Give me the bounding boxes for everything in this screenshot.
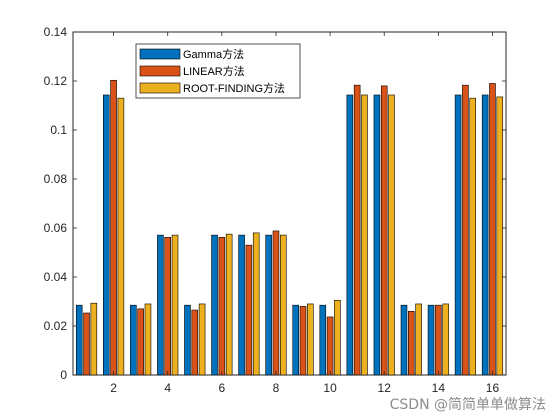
x-tick-label: 6 [219, 381, 226, 395]
bar-1-4 [157, 234, 164, 376]
legend-swatch-gamma [139, 48, 181, 60]
bar-2-9 [299, 306, 307, 376]
x-tick-label: 14 [432, 381, 446, 395]
bar-2-11 [353, 84, 361, 376]
legend-label-linear: LINEAR方法 [183, 64, 245, 78]
legend-swatch-root-finding [139, 82, 181, 94]
bar-3-4 [171, 234, 179, 376]
bar-2-13 [407, 310, 415, 376]
bar-3-10 [334, 299, 341, 376]
bar-2-1 [83, 312, 90, 376]
y-tick-label: 0.12 [44, 74, 68, 88]
x-tick-label: 16 [486, 381, 500, 395]
legend-swatch-linear [139, 65, 181, 77]
bar-1-3 [130, 304, 137, 376]
x-tick-label: 12 [378, 381, 392, 395]
bar-2-14 [435, 304, 442, 376]
bar-2-8 [272, 230, 280, 376]
bar-1-14 [427, 304, 435, 376]
y-axis: 0 0.02 0.04 0.06 0.08 0.1 0.12 0.14 [44, 25, 506, 382]
bar-1-6 [211, 234, 218, 376]
bar-3-11 [361, 94, 368, 376]
bar-3-7 [252, 232, 260, 376]
bar-1-12 [373, 94, 381, 376]
bar-1-1 [75, 304, 83, 376]
bar-3-16 [496, 96, 504, 376]
legend-label-gamma: Gamma方法 [183, 47, 244, 61]
x-tick-label: 10 [323, 381, 337, 395]
legend: Gamma方法 LINEAR方法 ROOT-FINDING方法 [135, 43, 301, 99]
watermark: CSDN @简简单单做算法 [389, 397, 546, 413]
bar-1-10 [319, 304, 327, 376]
y-tick-label: 0.02 [44, 319, 68, 333]
bar-2-10 [326, 316, 334, 376]
bar-2-2 [110, 79, 117, 376]
x-axis: 2 4 6 8 10 12 14 16 [110, 32, 499, 395]
bar-3-5 [198, 303, 206, 376]
bar-2-5 [191, 309, 199, 376]
y-tick-label: 0.14 [44, 25, 68, 39]
y-tick-label: 0.04 [44, 270, 68, 284]
bar-1-7 [238, 234, 245, 376]
bar-2-3 [137, 308, 144, 376]
bar-1-11 [346, 94, 354, 376]
bar-3-3 [144, 303, 152, 376]
bar-2-4 [164, 237, 171, 376]
x-tick-label: 2 [110, 381, 117, 395]
y-tick-label: 0.08 [44, 172, 68, 186]
bar-1-13 [400, 304, 408, 376]
bar-2-6 [218, 237, 226, 376]
bar-3-1 [90, 302, 98, 376]
y-tick-label: 0.06 [44, 221, 68, 235]
bar-3-12 [388, 94, 395, 376]
bar-2-7 [245, 244, 253, 376]
bar-3-2 [117, 97, 125, 376]
y-tick-label: 0.1 [50, 123, 67, 137]
x-tick-label: 4 [164, 381, 171, 395]
x-tick-label: 8 [273, 381, 280, 395]
bar-1-15 [454, 94, 462, 376]
bar-3-14 [442, 303, 449, 376]
bar-3-9 [307, 303, 314, 376]
y-tick-label: 0 [60, 368, 67, 382]
bar-1-2 [103, 94, 110, 376]
bar-3-8 [279, 234, 287, 376]
bar-2-15 [462, 84, 469, 376]
bar-2-12 [380, 85, 388, 376]
bar-1-8 [265, 234, 272, 376]
bar-3-15 [469, 97, 476, 376]
bar-3-6 [225, 233, 233, 376]
bar-1-16 [481, 94, 489, 376]
bar-1-9 [292, 304, 299, 376]
bar-2-16 [489, 83, 496, 376]
bar-3-13 [415, 303, 422, 376]
bar-1-5 [184, 304, 191, 376]
legend-label-root-finding: ROOT-FINDING方法 [183, 81, 285, 95]
